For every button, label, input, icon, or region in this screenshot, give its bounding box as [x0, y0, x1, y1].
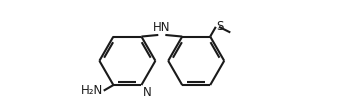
Text: N: N [143, 86, 151, 99]
Text: H₂N: H₂N [81, 84, 103, 97]
Text: S: S [217, 20, 224, 33]
Text: HN: HN [153, 21, 171, 34]
